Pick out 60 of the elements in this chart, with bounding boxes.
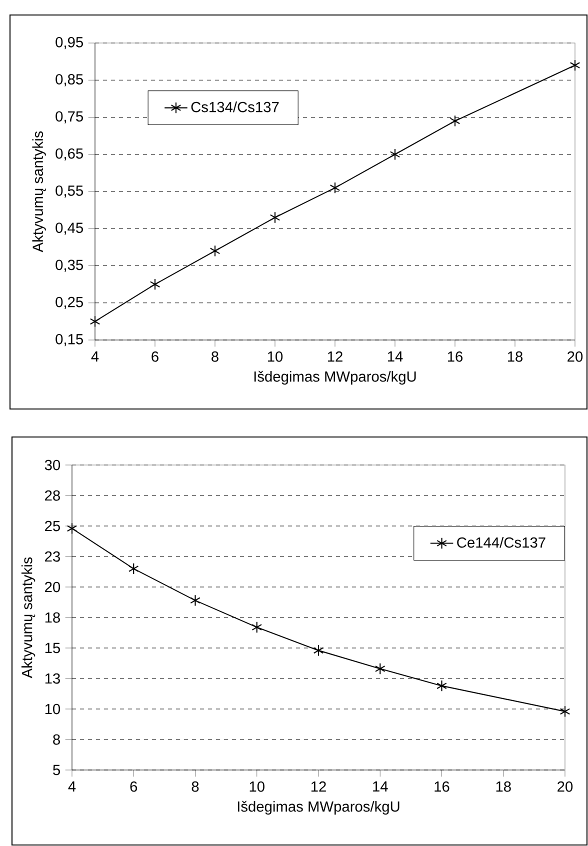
- point: [66, 522, 78, 534]
- y-axis-title: Aktyvumų santykis: [21, 557, 36, 678]
- point: [330, 182, 340, 194]
- legend-label: Ce144/Cs137: [457, 536, 546, 548]
- y-tick-label: 30: [44, 460, 60, 470]
- x-tick-label: 4: [68, 781, 76, 792]
- y-tick-label: 0,55: [56, 185, 83, 198]
- x-tick-label: 4: [91, 351, 99, 362]
- x-tick-label: 14: [373, 781, 388, 792]
- x-tick-label: 8: [192, 781, 199, 792]
- x-tick-label: 18: [496, 781, 511, 792]
- point: [210, 245, 220, 257]
- legend-label: Cs134/Cs137: [191, 101, 279, 112]
- x-tick-label: 20: [568, 351, 583, 362]
- point: [150, 278, 160, 290]
- y-tick-label: 8: [53, 734, 60, 745]
- x-tick-label: 10: [268, 351, 283, 362]
- point: [560, 706, 570, 718]
- x-tick-label: 6: [152, 351, 158, 362]
- point: [270, 212, 280, 224]
- point: [128, 562, 139, 575]
- y-tick-label: 13: [45, 673, 60, 684]
- y-tick-label: 0,15: [56, 334, 83, 346]
- point: [90, 316, 100, 328]
- x-tick-label: 8: [212, 351, 218, 362]
- y-tick-label: 23: [45, 551, 60, 562]
- x-tick-label: 18: [508, 351, 522, 362]
- point: [570, 59, 580, 72]
- point: [190, 594, 200, 606]
- x-tick-label: 6: [130, 781, 138, 792]
- y-tick-label: 0,95: [56, 36, 83, 50]
- y-tick-label: 0,85: [56, 74, 83, 86]
- y-tick-label: 0,75: [56, 111, 83, 124]
- y-tick-label: 25: [45, 520, 60, 532]
- y-tick-label: 15: [45, 642, 60, 654]
- point: [252, 621, 262, 634]
- x-tick-label: 16: [448, 351, 462, 362]
- x-axis-title: Išdegimas MWparos/kgU: [238, 800, 400, 815]
- y-axis-title: Aktyvumų santykis: [32, 131, 46, 252]
- point: [436, 680, 447, 692]
- x-tick-label: 12: [311, 781, 326, 792]
- y-tick-label: 0,25: [56, 296, 83, 309]
- x-tick-label: 10: [250, 781, 264, 792]
- point: [390, 148, 400, 160]
- y-tick-label: 28: [45, 490, 60, 501]
- x-axis-title: Išdegimas MWparos/kgU: [254, 370, 416, 385]
- y-tick-label: 0,65: [56, 148, 83, 160]
- point: [374, 662, 386, 675]
- y-tick-label: 0,35: [56, 260, 83, 272]
- y-tick-label: 18: [45, 612, 60, 623]
- x-tick-label: 20: [558, 781, 573, 792]
- y-tick-label: 10: [45, 704, 60, 714]
- y-tick-label: 20: [45, 582, 60, 592]
- y-tick-label: 5: [53, 764, 60, 776]
- y-tick-label: 0,45: [56, 222, 83, 235]
- x-tick-label: 12: [328, 351, 342, 362]
- x-tick-label: 14: [388, 351, 403, 362]
- x-tick-label: 16: [434, 781, 450, 792]
- point: [450, 115, 460, 127]
- point: [313, 644, 324, 656]
